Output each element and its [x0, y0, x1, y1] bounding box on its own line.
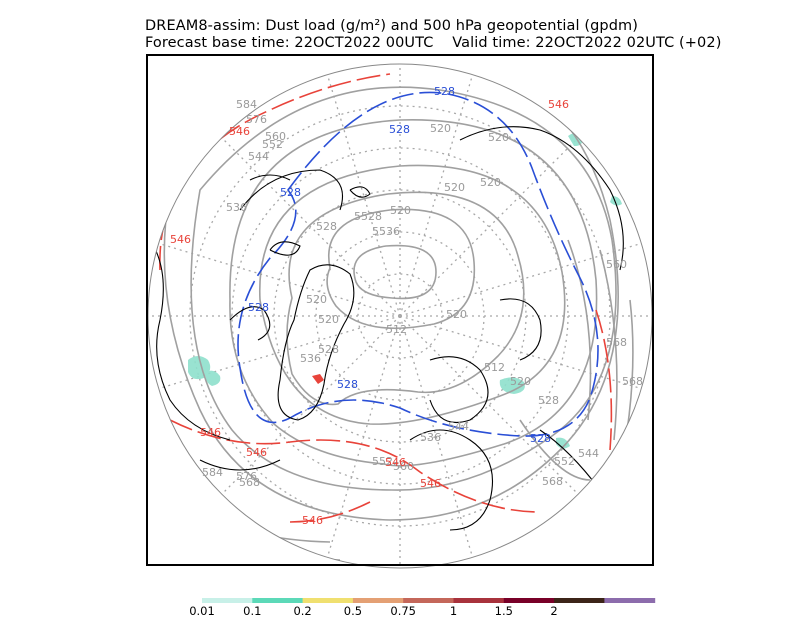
gray-label: 520 [480, 176, 501, 189]
gray-label: 568 [606, 336, 627, 349]
gray-label: 560 [265, 130, 286, 143]
dust-areas [188, 133, 622, 449]
gray-label: 520 [306, 293, 327, 306]
gray-label: 552 [372, 455, 393, 468]
gray-label: 5528 [354, 210, 382, 223]
colorbar-swatch [302, 598, 354, 603]
colorbar-swatch [453, 598, 505, 603]
colorbar-swatch [554, 598, 605, 603]
red-label: 546 [385, 456, 406, 469]
gray-label: 552 [554, 455, 575, 468]
gray-label: 536 [226, 201, 247, 214]
blue-contour-labels: 528 528 528 528 528 528 [248, 85, 551, 445]
gray-label: 536 [420, 431, 441, 444]
contour-528 [237, 91, 599, 437]
blue-label: 528 [434, 85, 455, 98]
gray-label: 544 [448, 420, 469, 433]
colorbar-swatch [202, 598, 253, 603]
map-title-line1: DREAM8-assim: Dust load (g/m²) and 500 h… [145, 18, 638, 34]
gray-label: 576 [236, 470, 257, 483]
map-title-line2: Forecast base time: 22OCT2022 00UTC Vali… [145, 35, 722, 51]
gray-label: 536 [300, 352, 321, 365]
colorbar-label: 1.5 [495, 604, 513, 618]
gray-contour-labels: 5845765605525445365285205528553652052052… [202, 98, 643, 489]
gray-label: 584 [236, 98, 257, 111]
colorbar-label: 1 [450, 604, 457, 618]
gray-label: 560 [606, 258, 627, 271]
red-label: 546 [246, 446, 267, 459]
gray-label: 520 [390, 204, 411, 217]
gray-label: 520 [446, 308, 467, 321]
red-label: 546 [229, 125, 250, 138]
gray-label: 512 [386, 323, 407, 336]
gray-label: 528 [318, 343, 339, 356]
blue-label: 528 [530, 432, 551, 445]
gray-label: 520 [444, 181, 465, 194]
colorbar-swatch [352, 598, 404, 603]
blue-label: 528 [280, 186, 301, 199]
gray-label: 528 [316, 220, 337, 233]
red-label: 546 [200, 426, 221, 439]
colorbar-label: 0.1 [243, 604, 261, 618]
gray-label: 512 [484, 361, 505, 374]
coastlines [149, 126, 624, 531]
graticule [148, 64, 652, 568]
colorbar-swatch [604, 598, 656, 603]
gray-label: 520 [488, 131, 509, 144]
gray-label: 528 [538, 394, 559, 407]
gray-label: 520 [510, 375, 531, 388]
gray-label: 552 [262, 138, 283, 151]
gray-label: 544 [248, 150, 269, 163]
red-label: 546 [548, 98, 569, 111]
blue-label: 528 [389, 123, 410, 136]
blue-label: 528 [337, 378, 358, 391]
gray-label: 520 [430, 122, 451, 135]
gray-label: 584 [202, 466, 223, 479]
gray-label: 568 [239, 476, 260, 489]
colorbar-label: 0.2 [293, 604, 311, 618]
red-contour-labels: 546 546 546 546 546 546 546 546 [170, 98, 569, 527]
gray-label: 568 [542, 475, 563, 488]
gray-label: 544 [578, 447, 599, 460]
map-frame [146, 54, 654, 566]
red-label: 546 [302, 514, 323, 527]
gray-label: 560 [393, 460, 414, 473]
gray-label: 576 [246, 113, 267, 126]
gray-label: 5536 [372, 225, 400, 238]
gray-label: 568 [622, 375, 643, 388]
red-label: 546 [170, 233, 191, 246]
colorbar-label: 0.75 [390, 604, 416, 618]
dust-source-marker [312, 374, 324, 384]
gray-label: 520 [318, 313, 339, 326]
colorbar-swatch [252, 598, 304, 603]
colorbar-label: 0.5 [344, 604, 362, 618]
red-label: 546 [420, 477, 441, 490]
colorbar-label: 2 [550, 604, 557, 618]
colorbar-label: 0.01 [189, 604, 215, 618]
colorbar-swatch [503, 598, 555, 603]
blue-label: 528 [248, 301, 269, 314]
colorbar-swatch [403, 598, 454, 603]
